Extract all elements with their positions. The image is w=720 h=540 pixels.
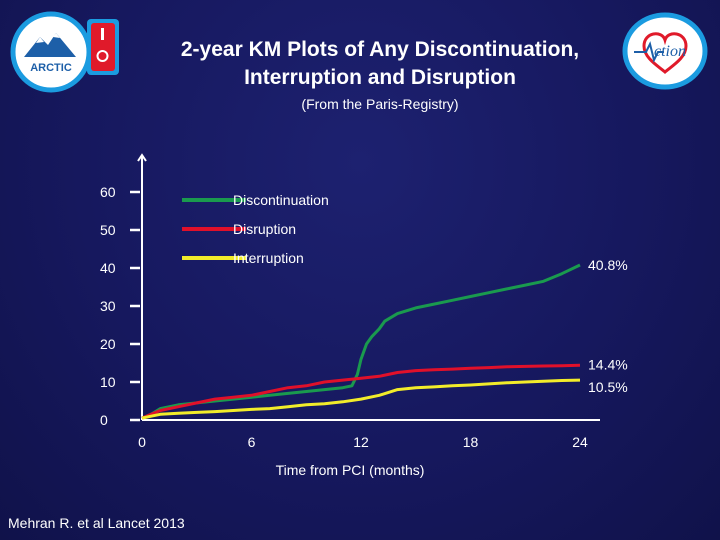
series-line-discontinuation [141,263,581,420]
x-tick-label: 0 [138,434,146,450]
title-line-2: Interruption and Disruption [244,66,516,89]
action-logo-text: ction [654,43,686,60]
chart-end-labels: 40.8% 14.4% 10.5% [588,257,628,395]
y-tick-label: 50 [100,222,116,238]
end-label-interruption: 10.5% [588,379,628,395]
citation: Mehran R. et al Lancet 2013 [8,515,185,531]
red-switch-icon [87,19,119,75]
y-tick-label: 0 [100,412,108,428]
chart-axes [137,153,600,421]
y-tick-label: 60 [100,184,116,200]
end-label-discontinuation: 40.8% [588,257,628,273]
x-tick-label: 6 [248,434,256,450]
y-tick-label: 10 [100,374,116,390]
series-line-disruption [141,363,581,420]
chart-legend: Discontinuation Disruption Interruption [182,192,329,266]
legend-label-discontinuation: Discontinuation [233,192,329,208]
legend-label-interruption: Interruption [233,250,304,266]
title-line-1: 2-year KM Plots of Any Discontinuation, [180,38,580,61]
chart-ticks: 0 10 20 30 40 50 60 0 6 12 18 24 [100,184,588,450]
series-line-interruption [141,378,581,420]
y-tick-label: 20 [100,336,116,352]
x-tick-label: 18 [463,434,479,450]
y-axis-arrow [137,153,147,162]
y-tick-label: 40 [100,260,116,276]
arctic-logo-text: ARCTIC [30,62,72,74]
x-axis-label: Time from PCI (months) [276,462,425,478]
x-tick-label: 12 [353,434,369,450]
slide-title: 2-year KM Plots of Any Discontinuation, … [120,36,640,92]
slide-subtitle: (From the Paris-Registry) [301,96,459,112]
chart-series [141,263,581,420]
legend-label-disruption: Disruption [233,221,296,237]
end-label-disruption: 14.4% [588,356,628,372]
y-tick-label: 30 [100,298,116,314]
x-tick-label: 24 [572,434,588,450]
action-logo: ction [622,12,708,90]
